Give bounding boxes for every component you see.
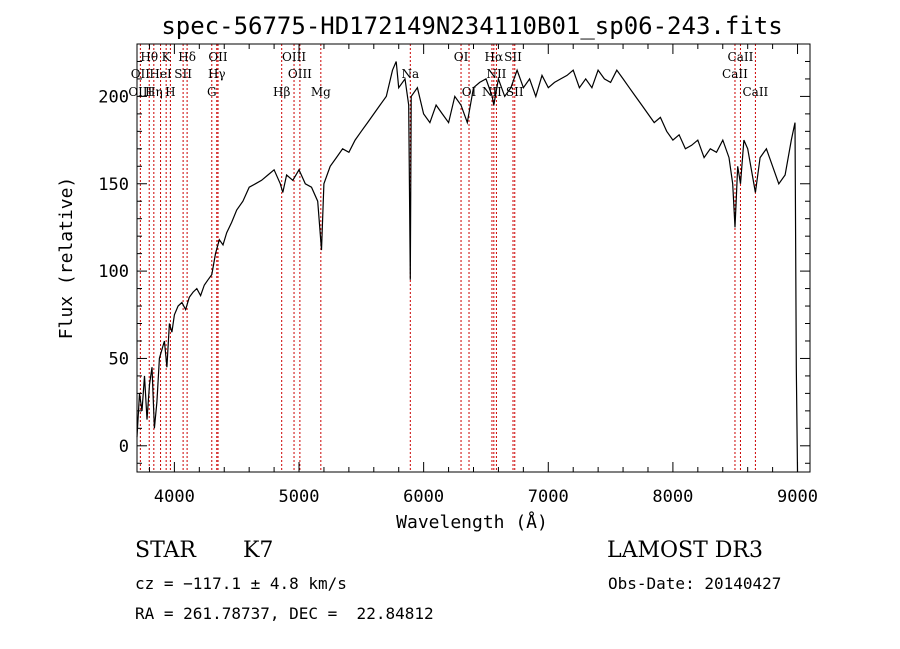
line-id-label: NII [486, 67, 506, 81]
y-tick-label: 50 [109, 349, 129, 369]
line-id-label: Hθ [140, 50, 158, 64]
x-tick-label: 6000 [403, 487, 444, 507]
line-id-label: CaII [728, 50, 754, 64]
y-axis-label: Flux (relative) [56, 177, 77, 340]
line-id-label: OII [131, 67, 151, 81]
object-class: STAR [135, 538, 196, 563]
line-id-label: Mg [311, 85, 331, 99]
line-id-label: SII [504, 50, 522, 64]
spectrum-line [136, 61, 799, 473]
line-markers [139, 44, 756, 472]
line-id-label: K [162, 50, 172, 64]
plot-frame [136, 43, 811, 473]
line-id-label: H [165, 85, 175, 99]
line-id-label: SII [506, 85, 524, 99]
y-tick-label: 0 [119, 437, 129, 457]
chart-title: spec-56775-HD172149N234110B01_sp06-243.f… [161, 12, 782, 40]
coordinates: RA = 261.78737, DEC = 22.84812 [135, 604, 434, 623]
line-id-label: CaII [742, 85, 768, 99]
y-tick-label: 200 [98, 87, 129, 107]
line-id-label: OIII [128, 85, 152, 99]
line-id-label: CaII [722, 67, 748, 81]
x-tick-label: 5000 [279, 487, 320, 507]
y-tick-label: 100 [98, 262, 129, 282]
line-id-label: Hα [485, 50, 504, 64]
x-axis: 4000 5000 6000 7000 8000 9000 [148, 44, 818, 507]
line-id-label: OIII [282, 50, 306, 64]
line-id-label: Hγ [208, 67, 226, 81]
observation-date: Obs-Date: 20140427 [608, 574, 782, 593]
x-tick-label: 9000 [777, 487, 818, 507]
line-id-label: HeI [149, 67, 172, 81]
survey-name: LAMOST DR3 [607, 538, 763, 563]
redshift-info: cz = −117.1 ± 4.8 km/s [135, 574, 347, 593]
line-id-label: Hβ [273, 85, 290, 99]
line-id-label: OI [454, 50, 469, 64]
object-subclass: K7 [243, 538, 274, 563]
y-tick-label: 150 [98, 175, 129, 195]
line-id-label: Hδ [178, 50, 196, 64]
line-id-label: G [207, 85, 217, 99]
x-axis-label: Wavelength (Å) [396, 511, 548, 533]
line-id-label: SII [174, 67, 192, 81]
x-tick-label: 8000 [652, 487, 693, 507]
line-id-label: OIII [288, 67, 312, 81]
line-id-label: Hη [145, 85, 163, 99]
line-id-label: OII [208, 50, 228, 64]
x-tick-label: 7000 [528, 487, 569, 507]
x-tick-label: 4000 [154, 487, 195, 507]
y-axis: 0 50 100 150 200 [98, 43, 810, 464]
line-id-label: Na [401, 67, 419, 81]
